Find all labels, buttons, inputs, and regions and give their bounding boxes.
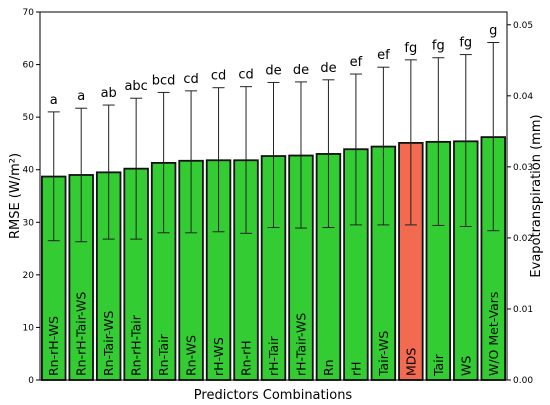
bar-category-label: Rn-Tair-WS [101, 311, 116, 376]
y-tick-label: 10 [23, 323, 35, 333]
y-tick-label: 40 [23, 166, 35, 176]
significance-label: de [265, 63, 281, 78]
y-tick-label: 60 [23, 61, 35, 71]
significance-label: a [50, 93, 58, 108]
bar-category-label: MDS [403, 348, 418, 376]
y-tick-label: 30 [23, 218, 35, 228]
bar-category-label: rH-Tair [266, 335, 281, 376]
bar-category-label: Rn-rH-Tair-WS [74, 292, 89, 376]
y-tick-label: 0 [28, 376, 34, 386]
bar-category-labels: Rn-rH-WS Rn-rH-Tair-WS Rn-Tair-WS Rn-rH-Tai… [46, 292, 501, 377]
bar-category-label: Rn-rH-Tair [129, 314, 144, 376]
bar-category-label: W/O Met-Vars [486, 292, 501, 376]
x-axis-title: Predictors Combinations [194, 388, 353, 403]
significance-label: a [77, 89, 85, 104]
significance-label: ab [101, 86, 117, 101]
bar-category-label: Tair-WS [376, 331, 391, 377]
plot-frame [39, 11, 508, 381]
y-tick-label: 50 [23, 113, 35, 123]
y2-axis-title: Evapotranspiration (mm) [529, 114, 544, 277]
bar-category-label: Rn-rH-WS [46, 316, 61, 376]
y2-tick-label: 0.04 [513, 92, 533, 102]
significance-label: cd [211, 69, 226, 84]
y-tick-label: 70 [23, 8, 35, 18]
y2-tick-label: 0.05 [513, 21, 533, 31]
significance-label: g [489, 23, 497, 38]
significance-label: abc [124, 79, 147, 94]
bar-category-label: Rn-WS [184, 335, 199, 376]
significance-label: ef [377, 48, 390, 63]
bar-category-label: Rn [321, 359, 336, 376]
significance-label: de [320, 61, 336, 76]
y-tick-label: 20 [23, 271, 35, 281]
significance-label: fg [404, 41, 417, 56]
significance-label: ef [350, 55, 363, 70]
significance-label: bcd [152, 73, 176, 88]
bar-category-label: rH-Tair-WS [293, 313, 308, 376]
bar-category-label: rH [348, 361, 363, 376]
bar-category-label: Rn-Tair [156, 333, 171, 376]
significance-label: cd [183, 72, 198, 87]
significance-label: fg [432, 39, 445, 54]
y-axis-title: RMSE (W/m²) [8, 153, 23, 239]
y2-tick-label: 0.00 [513, 376, 533, 386]
error-bars [47, 41, 500, 243]
bar-category-label: rH-WS [211, 337, 226, 376]
bar-category-label: WS [458, 356, 473, 376]
y2-tick-label: 0.03 [513, 163, 533, 173]
significance-labels: a a ab abc bcd cd cd cd de de de ef ef fg fg fgg [50, 23, 498, 107]
significance-label: fg [459, 36, 472, 51]
y-axis-right: 0.00 0.01 0.02 0.03 0.04 0.05 [507, 21, 533, 386]
y2-tick-label: 0.01 [513, 305, 533, 315]
bar-category-label: Rn-rH [239, 340, 254, 376]
bar-category-label: Tair [431, 353, 446, 377]
y2-tick-label: 0.02 [513, 234, 533, 244]
significance-label: de [293, 63, 309, 78]
significance-label: cd [238, 68, 253, 83]
y-axis-left: 0 10 20 30 40 50 60 70 [23, 8, 40, 386]
